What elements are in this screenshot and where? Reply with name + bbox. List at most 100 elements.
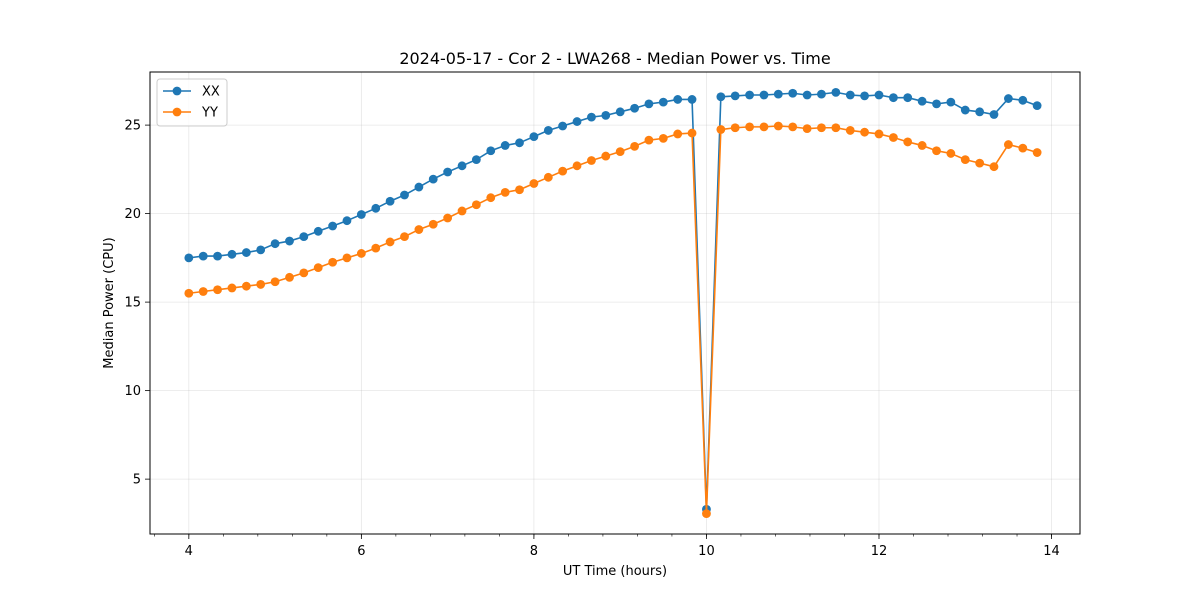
data-point-yy [529,179,539,188]
data-point-xx [500,141,510,150]
data-point-yy [845,126,855,135]
data-point-yy [1003,140,1013,149]
data-point-xx [471,155,481,165]
data-point-yy [356,249,366,258]
data-point-xx [1018,95,1028,105]
y-tick-label: 20 [124,207,141,222]
data-point-xx [371,203,381,213]
data-point-yy [500,187,510,197]
data-point-xx [630,103,639,113]
data-point-yy [371,243,381,253]
data-point-xx [400,190,409,200]
legend: XX YY [156,78,228,127]
data-point-yy [227,283,237,293]
data-point-xx [241,248,251,257]
data-point-xx [788,88,798,98]
data-point-xx [773,89,783,99]
data-point-yy [702,509,711,519]
data-point-yy [673,129,683,139]
chart-title: 2024-05-17 - Cor 2 - LWA268 - Median Pow… [399,49,830,68]
data-point-yy [658,133,668,143]
data-point-xx [299,232,309,242]
data-point-yy [428,219,438,229]
data-point-yy [773,121,783,131]
data-point-yy [615,147,625,157]
data-point-xx [1032,101,1042,111]
data-point-xx [486,146,496,156]
data-point-xx [932,99,941,109]
data-point-yy [198,287,208,296]
data-point-xx [874,90,884,100]
x-tick-label: 10 [698,544,715,559]
data-point-yy [241,281,251,291]
data-point-xx [385,196,395,206]
series-layer [184,87,1042,519]
data-point-yy [213,285,222,295]
data-point-xx [313,226,323,236]
data-point-xx [270,239,280,249]
data-point-xx [285,236,294,246]
data-point-yy [587,156,596,165]
data-point-yy [817,123,826,133]
data-point-xx [975,107,985,117]
data-point-yy [1018,143,1028,153]
data-point-yy [745,122,754,132]
grid-layer [150,72,1080,534]
data-point-xx [529,132,539,142]
data-point-xx [543,126,553,135]
data-point-yy [385,237,395,247]
data-point-yy [558,166,568,176]
data-point-yy [342,253,352,263]
data-point-xx [428,174,438,184]
data-point-yy [572,161,582,171]
x-tick-label: 14 [1043,544,1060,559]
data-point-yy [888,133,898,142]
data-point-xx [687,95,697,104]
data-point-xx [587,112,596,122]
data-point-yy [730,123,740,133]
data-point-xx [903,93,913,103]
data-point-xx [615,107,625,117]
data-point-xx [759,90,769,100]
data-point-xx [443,167,453,177]
data-point-yy [184,288,194,298]
tick-layer: 4 6 8 10 12 14 5 10 15 20 25 [124,119,1059,559]
data-point-yy [1032,148,1042,157]
data-point-yy [946,149,956,158]
data-point-xx [515,138,524,148]
data-point-yy [313,263,323,272]
data-point-xx [888,93,898,103]
data-point-xx [558,121,568,131]
data-point-xx [256,245,266,255]
data-point-xx [328,221,338,231]
data-point-yy [270,277,280,287]
data-point-yy [285,272,294,282]
x-tick-label: 4 [185,544,193,559]
y-tick-label: 25 [124,119,141,134]
data-point-yy [414,225,424,234]
data-point-yy [328,257,338,267]
data-point-yy [759,122,769,132]
data-point-xx [817,89,826,99]
legend-marker-xx [172,86,182,96]
data-point-xx [917,96,927,106]
y-axis-label: Median Power (CPU) [102,237,117,368]
data-point-xx [802,90,812,100]
data-point-yy [960,155,970,165]
data-point-xx [227,249,237,259]
data-point-yy [457,206,467,216]
data-point-yy [471,200,481,210]
data-point-yy [256,280,266,289]
data-point-yy [299,268,309,278]
x-axis-label: UT Time (hours) [563,564,667,579]
x-tick-label: 8 [530,544,538,559]
y-tick-label: 15 [124,296,141,311]
data-point-yy [515,185,524,195]
data-point-xx [745,90,754,100]
data-point-yy [400,232,409,242]
data-point-xx [213,251,222,261]
data-point-xx [831,87,841,97]
legend-label-yy: YY [201,106,218,121]
data-point-yy [788,122,798,132]
data-point-yy [831,123,841,133]
